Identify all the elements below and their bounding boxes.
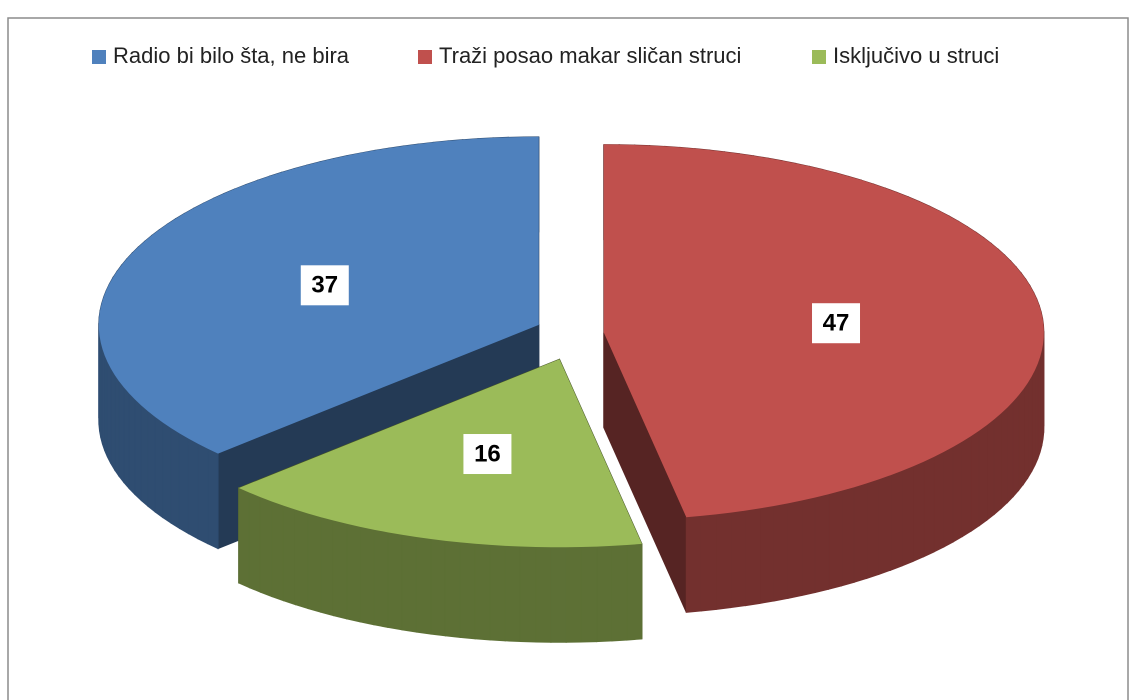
pie-side: [933, 451, 945, 553]
pie-side: [1012, 393, 1020, 498]
pie-side: [474, 543, 491, 641]
pie-side: [170, 427, 180, 530]
pie-side: [912, 460, 925, 563]
pie-side: [430, 538, 446, 637]
pie-side: [993, 412, 1002, 516]
pie-side: [700, 513, 717, 612]
pie-side: [626, 543, 643, 641]
data-label: 47: [823, 310, 850, 337]
pie-side: [415, 536, 432, 635]
pie-side: [320, 516, 334, 617]
data-label-box: [300, 265, 349, 306]
legend-label: Isključivo u struci: [833, 43, 999, 68]
pie-side: [162, 421, 172, 524]
pie-side: [715, 512, 732, 610]
pie-side: [259, 496, 273, 598]
pie-side: [801, 496, 816, 597]
pie-side: [187, 437, 199, 540]
pie-side: [346, 523, 361, 623]
pie-slice: 16: [238, 358, 643, 643]
legend-swatch: [418, 50, 432, 64]
pie-side: [294, 508, 309, 610]
pie-side: [134, 398, 142, 502]
data-label: 16: [474, 440, 501, 467]
pie-side: [943, 445, 954, 548]
pie-side: [535, 546, 552, 643]
pie-side: [853, 482, 868, 583]
pie-side: [114, 373, 120, 478]
pie-side: [128, 392, 136, 496]
pie-side: [866, 478, 880, 580]
pie-side: [504, 545, 521, 643]
data-label-box: [463, 434, 512, 475]
pie-side: [489, 544, 506, 642]
pie-side: [444, 540, 461, 638]
pie-side: [744, 507, 761, 607]
pie-side: [207, 447, 219, 550]
pie-side: [828, 490, 843, 590]
legend-label: Traži posao makar sličan struci: [439, 43, 741, 68]
pie-side: [611, 544, 628, 642]
pie-side: [878, 474, 892, 576]
pie-side: [730, 510, 746, 609]
pie-top: [238, 359, 642, 548]
pie-side: [401, 534, 417, 633]
pie-side: [271, 500, 284, 602]
pie-side: [282, 504, 296, 606]
pie-side: [147, 410, 156, 513]
pie-side: [970, 429, 980, 533]
pie-side: [197, 442, 209, 545]
pie-side: [1018, 387, 1025, 492]
pie-side: [178, 432, 189, 535]
pie-side: [978, 424, 988, 527]
pie-side: [890, 470, 903, 571]
legend-swatch: [812, 50, 826, 64]
pie-side: [359, 526, 375, 626]
pie-side: [1000, 406, 1008, 510]
pie-side: [986, 418, 995, 522]
pie-side: [580, 546, 598, 643]
data-label-box: [812, 303, 861, 344]
pie-side: [596, 545, 613, 643]
pie-side: [565, 546, 582, 643]
pie-side: [952, 440, 963, 543]
pie-side: [238, 487, 250, 589]
pie-slice: 47: [603, 144, 1045, 613]
pie-side: [459, 541, 476, 640]
legend-label: Radio bi bilo šta, ne bira: [113, 43, 350, 68]
pie-side: [123, 385, 130, 490]
pie-side: [307, 512, 322, 613]
pie-side: [961, 435, 972, 538]
pie-side: [1023, 381, 1029, 486]
pie-side: [773, 502, 789, 602]
legend-swatch: [92, 50, 106, 64]
pie-side: [841, 486, 855, 587]
pie-side: [154, 415, 164, 519]
pie-side: [901, 465, 914, 567]
data-label: 37: [311, 272, 338, 299]
pie-side: [814, 493, 830, 594]
pie-side: [685, 515, 702, 613]
pie-side: [248, 491, 261, 593]
pie-side: [759, 505, 775, 604]
pie-side: [118, 379, 125, 484]
pie-side: [387, 531, 403, 631]
pie-side: [550, 546, 567, 643]
pie-side: [519, 545, 537, 643]
pie-side: [140, 404, 149, 508]
pie-side: [332, 519, 348, 620]
pie-side: [923, 456, 935, 558]
pie-side: [1006, 400, 1014, 504]
pie-side: [110, 366, 116, 472]
pie-side: [787, 499, 803, 599]
pie-side: [373, 529, 389, 628]
pie-side: [1027, 374, 1033, 480]
